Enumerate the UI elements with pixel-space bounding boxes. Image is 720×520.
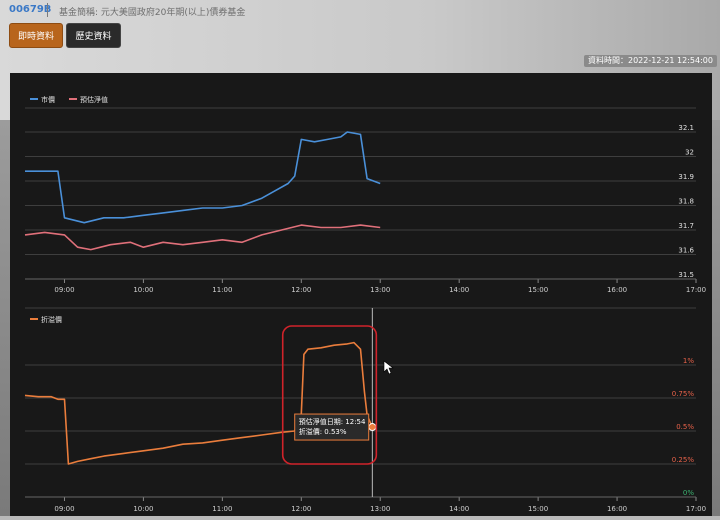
x-tick-label: 17:00 xyxy=(686,505,706,513)
y-tick-label: 0.25% xyxy=(672,456,695,464)
data-time-label: 資料時間： xyxy=(588,56,628,65)
hover-point xyxy=(368,423,377,432)
header-separator xyxy=(47,3,48,17)
series-line xyxy=(24,224,381,251)
y-tick-label: 1% xyxy=(683,357,694,365)
fund-name: 基金簡稱: 元大美國政府20年期(以上)債券基金 xyxy=(59,8,246,18)
history-data-button[interactable]: 歷史資料 xyxy=(66,23,121,48)
chart-panel: 31.5 31.6 31.7 31.8 31.9 32 32.1 09:00 10:00 11:0… xyxy=(10,73,712,516)
charts-svg: 31.5 31.6 31.7 31.8 31.9 32 32.1 09:00 10:00 11:0… xyxy=(24,95,706,513)
live-data-button[interactable]: 即時資料 xyxy=(9,23,63,48)
x-tick-label: 09:00 xyxy=(54,505,74,513)
x-tick-label: 13:00 xyxy=(370,286,390,294)
legend-label: 折溢價 xyxy=(41,315,62,324)
y-tick-label: 32 xyxy=(685,149,694,157)
legend-label: 市價 xyxy=(41,95,55,104)
data-time-value: 2022-12-21 12:54:00 xyxy=(628,56,713,65)
series-line xyxy=(25,131,381,224)
y-tick-label: 31.6 xyxy=(678,247,694,255)
x-tick-label: 12:00 xyxy=(291,505,311,513)
y-tick-label: 0% xyxy=(683,489,694,497)
x-tick-label: 09:00 xyxy=(54,286,74,294)
x-tick-label: 11:00 xyxy=(212,505,232,513)
y-tick-label: 0.5% xyxy=(676,423,694,431)
x-tick-label: 10:00 xyxy=(133,286,153,294)
x-tick-label: 11:00 xyxy=(212,286,232,294)
x-tick-label: 12:00 xyxy=(291,286,311,294)
x-tick-label: 16:00 xyxy=(607,286,627,294)
y-tick-label: 32.1 xyxy=(678,124,694,132)
x-tick-label: 14:00 xyxy=(449,286,469,294)
y-tick-label: 31.8 xyxy=(678,198,694,206)
tooltip-line-1: 預估淨值日期: 12:54 xyxy=(299,417,366,426)
x-tick-label: 16:00 xyxy=(607,505,627,513)
highlight-box xyxy=(281,325,378,465)
x-tick-label: 15:00 xyxy=(528,286,548,294)
data-time-badge: 資料時間：2022-12-21 12:54:00 xyxy=(584,55,717,67)
tooltip-box xyxy=(294,413,370,441)
y-tick-label: 0.75% xyxy=(672,390,695,398)
y-tick-label: 31.7 xyxy=(678,222,694,230)
y-tick-label: 31.9 xyxy=(678,173,694,181)
x-tick-label: 13:00 xyxy=(370,505,390,513)
x-tick-label: 14:00 xyxy=(449,505,469,513)
x-tick-label: 17:00 xyxy=(686,286,706,294)
legend-label: 預估淨值 xyxy=(80,95,108,104)
x-tick-label: 10:00 xyxy=(133,505,153,513)
x-tick-label: 15:00 xyxy=(528,505,548,513)
y-tick-label: 31.5 xyxy=(678,271,694,279)
mouse-cursor-icon xyxy=(383,360,394,375)
fund-code: 00679B xyxy=(9,4,52,15)
tooltip-line-2: 折溢價: 0.53% xyxy=(299,427,347,436)
series-line xyxy=(24,341,374,465)
